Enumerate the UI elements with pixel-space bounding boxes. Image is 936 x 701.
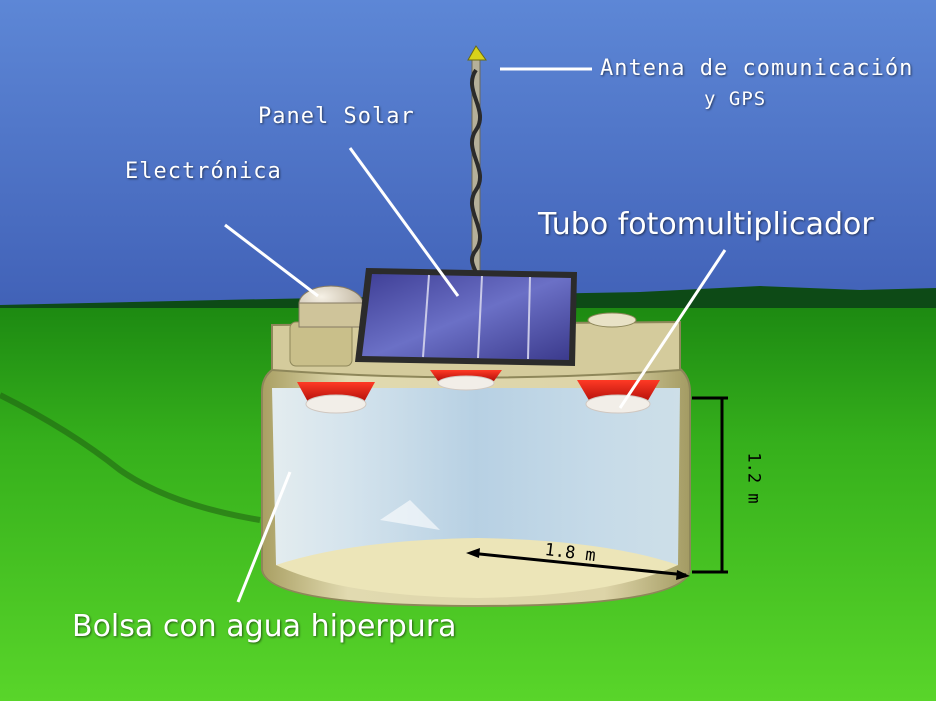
label-electronics: Electrónica	[125, 159, 282, 184]
leader-bag	[236, 471, 292, 603]
sky	[0, 0, 936, 320]
lid-hatch-right	[587, 312, 637, 328]
width-dimension-line	[466, 548, 690, 580]
label-solar-panel: Panel Solar	[258, 104, 415, 129]
pmt-left	[297, 382, 375, 414]
leader-pmt	[618, 249, 727, 409]
water-reflection	[380, 500, 440, 530]
water-bag	[272, 388, 680, 586]
height-dimension-line	[692, 396, 728, 574]
antenna-shadow	[0, 392, 261, 523]
leader-electronics	[224, 223, 319, 298]
tank-floor	[276, 538, 678, 598]
antenna-cable	[469, 68, 483, 277]
leader-panel	[348, 147, 460, 297]
dimension-height-label: 1.2 m	[743, 452, 764, 504]
label-antenna-gps: y GPS	[704, 88, 767, 110]
lid-hatch-left	[289, 321, 353, 367]
label-antenna: Antena de comunicación	[600, 56, 914, 81]
gps-antenna-tip	[467, 45, 487, 61]
solar-panel	[355, 268, 577, 366]
label-water-bag: Bolsa con agua hiperpura	[72, 609, 457, 644]
pmt-right	[577, 380, 660, 414]
pmt-center	[430, 370, 502, 391]
label-photomultiplier: Tubo fotomultiplicador	[538, 207, 874, 242]
electronics-box	[298, 302, 364, 328]
